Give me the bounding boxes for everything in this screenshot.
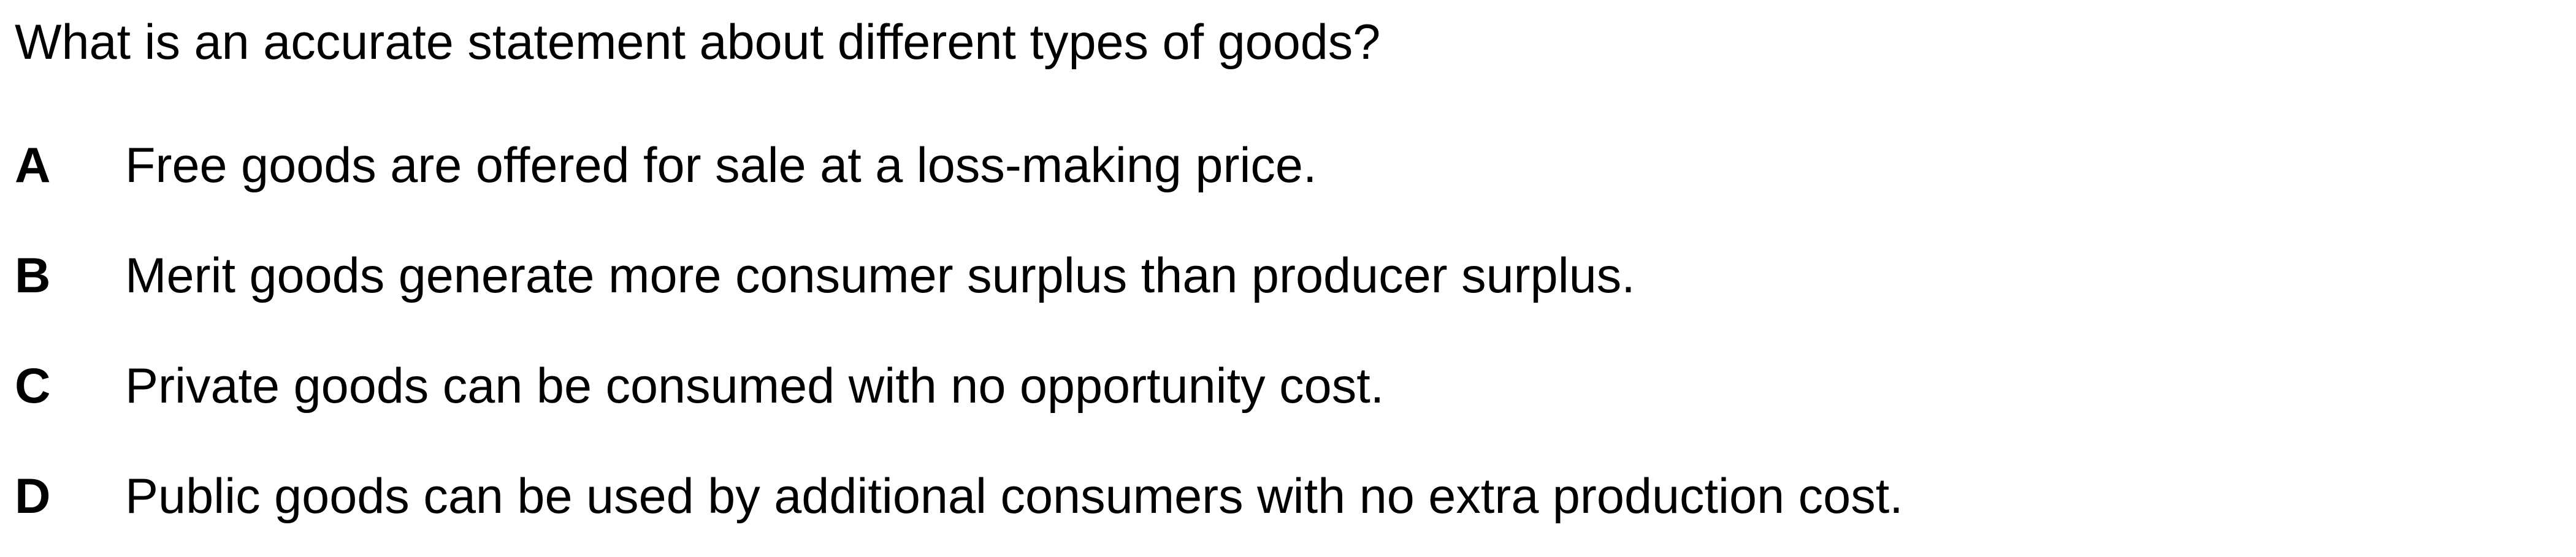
option-letter: A <box>15 137 51 193</box>
option-letter: C <box>15 358 51 414</box>
question-text: What is an accurate statement about diff… <box>15 15 1381 70</box>
option-a: A Free goods are offered for sale at a l… <box>15 132 1317 199</box>
option-d: D Public goods can be used by additional… <box>15 463 1903 530</box>
option-text: Private goods can be consumed with no op… <box>125 358 1385 414</box>
option-c: C Private goods can be consumed with no … <box>15 352 1384 420</box>
option-text: Free goods are offered for sale at a los… <box>125 137 1317 193</box>
option-letter: D <box>15 468 51 524</box>
option-letter: B <box>15 248 51 303</box>
option-text: Merit goods generate more consumer surpl… <box>125 248 1635 303</box>
option-b: B Merit goods generate more consumer sur… <box>15 242 1635 309</box>
option-text: Public goods can be used by additional c… <box>125 468 1903 524</box>
